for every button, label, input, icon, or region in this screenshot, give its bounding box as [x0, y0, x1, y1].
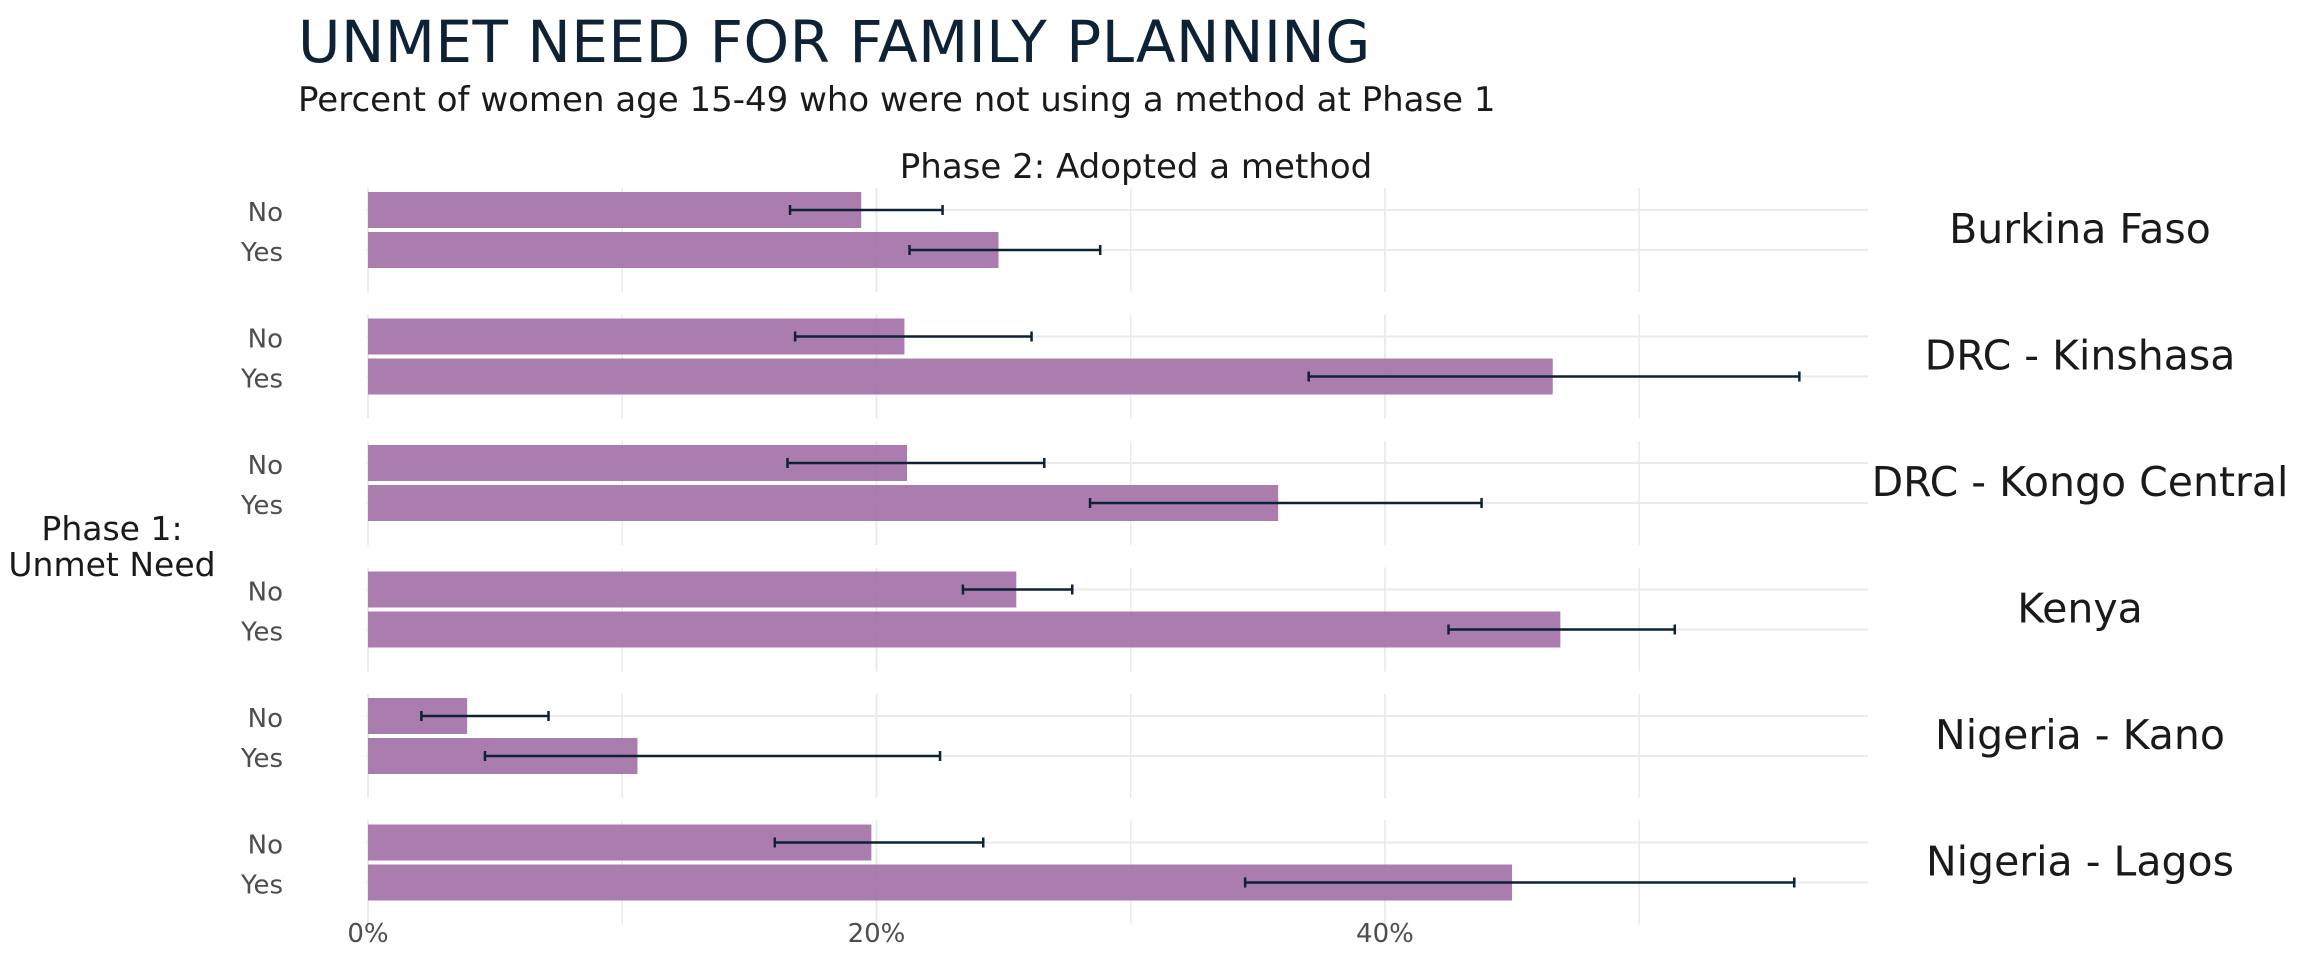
bar — [368, 571, 1017, 608]
category-label: No — [248, 578, 283, 608]
facet-strip-label: DRC - Kinshasa — [1925, 332, 2236, 380]
facet-strip-label: Nigeria - Kano — [1935, 711, 2225, 759]
facet-title: Phase 2: Adopted a method — [900, 147, 1372, 187]
category-label: Yes — [240, 744, 283, 774]
category-label: Yes — [240, 238, 283, 268]
bar — [368, 611, 1561, 648]
chart-subtitle: Percent of women age 15-49 who were not … — [298, 80, 1496, 120]
facet-strip-label: Kenya — [2017, 585, 2142, 633]
category-label: No — [248, 198, 283, 228]
bar — [368, 232, 999, 268]
facet-panel: No Yes Burkina Faso — [240, 188, 2211, 292]
category-label: Yes — [240, 618, 283, 648]
x-tick-label: 20% — [848, 919, 906, 949]
y-axis-label: Phase 1: Unmet Need — [8, 509, 215, 584]
facet-panel: No Yes Nigeria - Lagos — [240, 820, 2234, 925]
facet-panel: No Yes DRC - Kongo Central — [240, 441, 2288, 545]
facet-panel: No Yes DRC - Kinshasa — [240, 314, 2236, 419]
facet-strip-label: Burkina Faso — [1949, 205, 2211, 253]
y-axis-label-line: Unmet Need — [8, 545, 215, 584]
chart-title: UNMET NEED FOR FAMILY PLANNING — [298, 8, 1371, 76]
facet-panel: No Yes Kenya — [240, 567, 2143, 672]
facet-strip-label: Nigeria - Lagos — [1926, 838, 2234, 886]
bar — [368, 192, 862, 228]
y-axis-label-line: Phase 1: — [41, 509, 182, 548]
x-tick-label: 0% — [347, 919, 388, 949]
category-label: No — [248, 704, 283, 734]
category-label: No — [248, 325, 283, 355]
category-label: Yes — [240, 365, 283, 395]
facet-strip-label: DRC - Kongo Central — [1872, 458, 2289, 506]
x-tick-label: 40% — [1356, 919, 1414, 949]
category-label: No — [248, 831, 283, 861]
category-label: Yes — [240, 491, 283, 521]
facet-panel: No Yes Nigeria - Kano — [240, 694, 2225, 798]
category-label: Yes — [240, 871, 283, 901]
category-label: No — [248, 451, 283, 481]
